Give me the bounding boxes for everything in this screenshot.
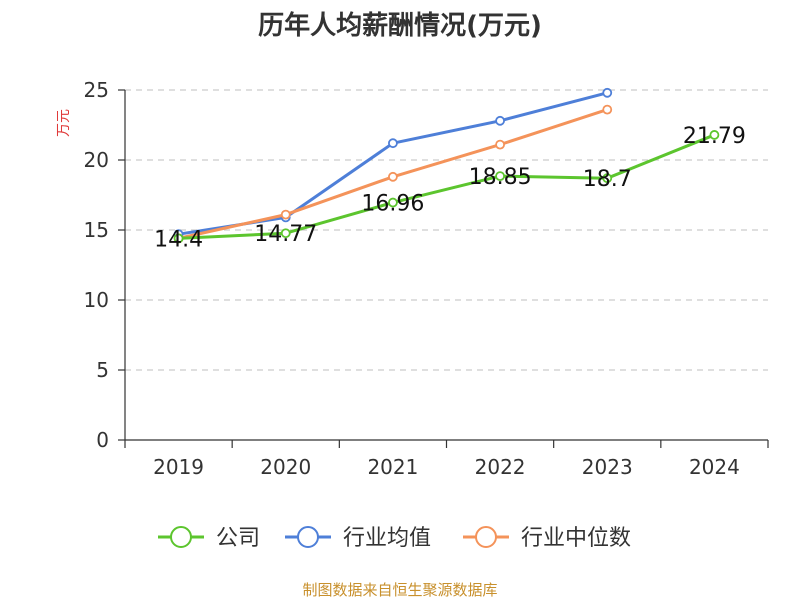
y-tick-label: 15 [84,218,109,242]
data-point[interactable] [709,130,720,140]
data-point[interactable] [602,87,613,98]
series-line-0 [178,133,715,240]
axes: 0 5 10 15 20 25 2019 2020 2021 2022 2023 2024 [84,78,769,479]
legend-item-0[interactable]: 公司 [158,526,260,551]
data-point[interactable] [495,171,505,182]
data-point[interactable] [602,173,613,184]
legend-label: 公司 [216,526,260,551]
y-tick-label: 0 [96,428,109,452]
data-point[interactable] [280,228,291,239]
data-label: 21.79 [683,124,746,149]
y-axis-label: 万元 [56,109,72,137]
data-point[interactable] [388,197,398,208]
legend-swatch-marker [170,526,192,548]
data-point[interactable] [388,138,398,149]
x-tick-label: 2021 [367,455,418,479]
data-point[interactable] [602,104,613,115]
legend[interactable]: 公司 行业均值 行业中位数 [158,526,631,551]
data-label: 18.85 [469,165,532,190]
legend-swatch-marker [475,526,497,548]
legend-swatch-marker [297,526,319,548]
data-point[interactable] [495,115,505,126]
data-labels: 14.4 14.77 16.96 18.85 18.7 21.79 [154,124,746,252]
data-label: 14.4 [154,227,203,252]
legend-label: 行业均值 [343,526,431,551]
data-point[interactable] [280,209,291,220]
x-tick-label: 2020 [260,455,311,479]
data-label: 16.96 [361,192,424,217]
data-label: 14.77 [254,222,317,247]
y-tick-label: 5 [96,358,109,382]
x-tick-label: 2024 [689,455,740,479]
data-point[interactable] [495,139,505,150]
legend-label: 行业中位数 [521,526,631,551]
x-tick-label: 2023 [582,455,633,479]
x-tick-label: 2022 [475,455,526,479]
y-tick-label: 20 [84,148,109,172]
y-tick-label: 10 [84,288,109,312]
x-tick-label: 2019 [153,455,204,479]
legend-item-1[interactable]: 行业均值 [285,526,431,551]
chart-title: 历年人均薪酬情况(万元) [258,10,542,41]
data-point[interactable] [388,171,398,182]
series-group [173,87,720,244]
data-label: 18.7 [583,167,632,192]
legend-item-2[interactable]: 行业中位数 [463,526,631,551]
y-tick-label: 25 [84,78,109,102]
source-note: 制图数据来自恒生聚源数据库 [302,581,497,599]
data-point[interactable] [173,233,184,244]
